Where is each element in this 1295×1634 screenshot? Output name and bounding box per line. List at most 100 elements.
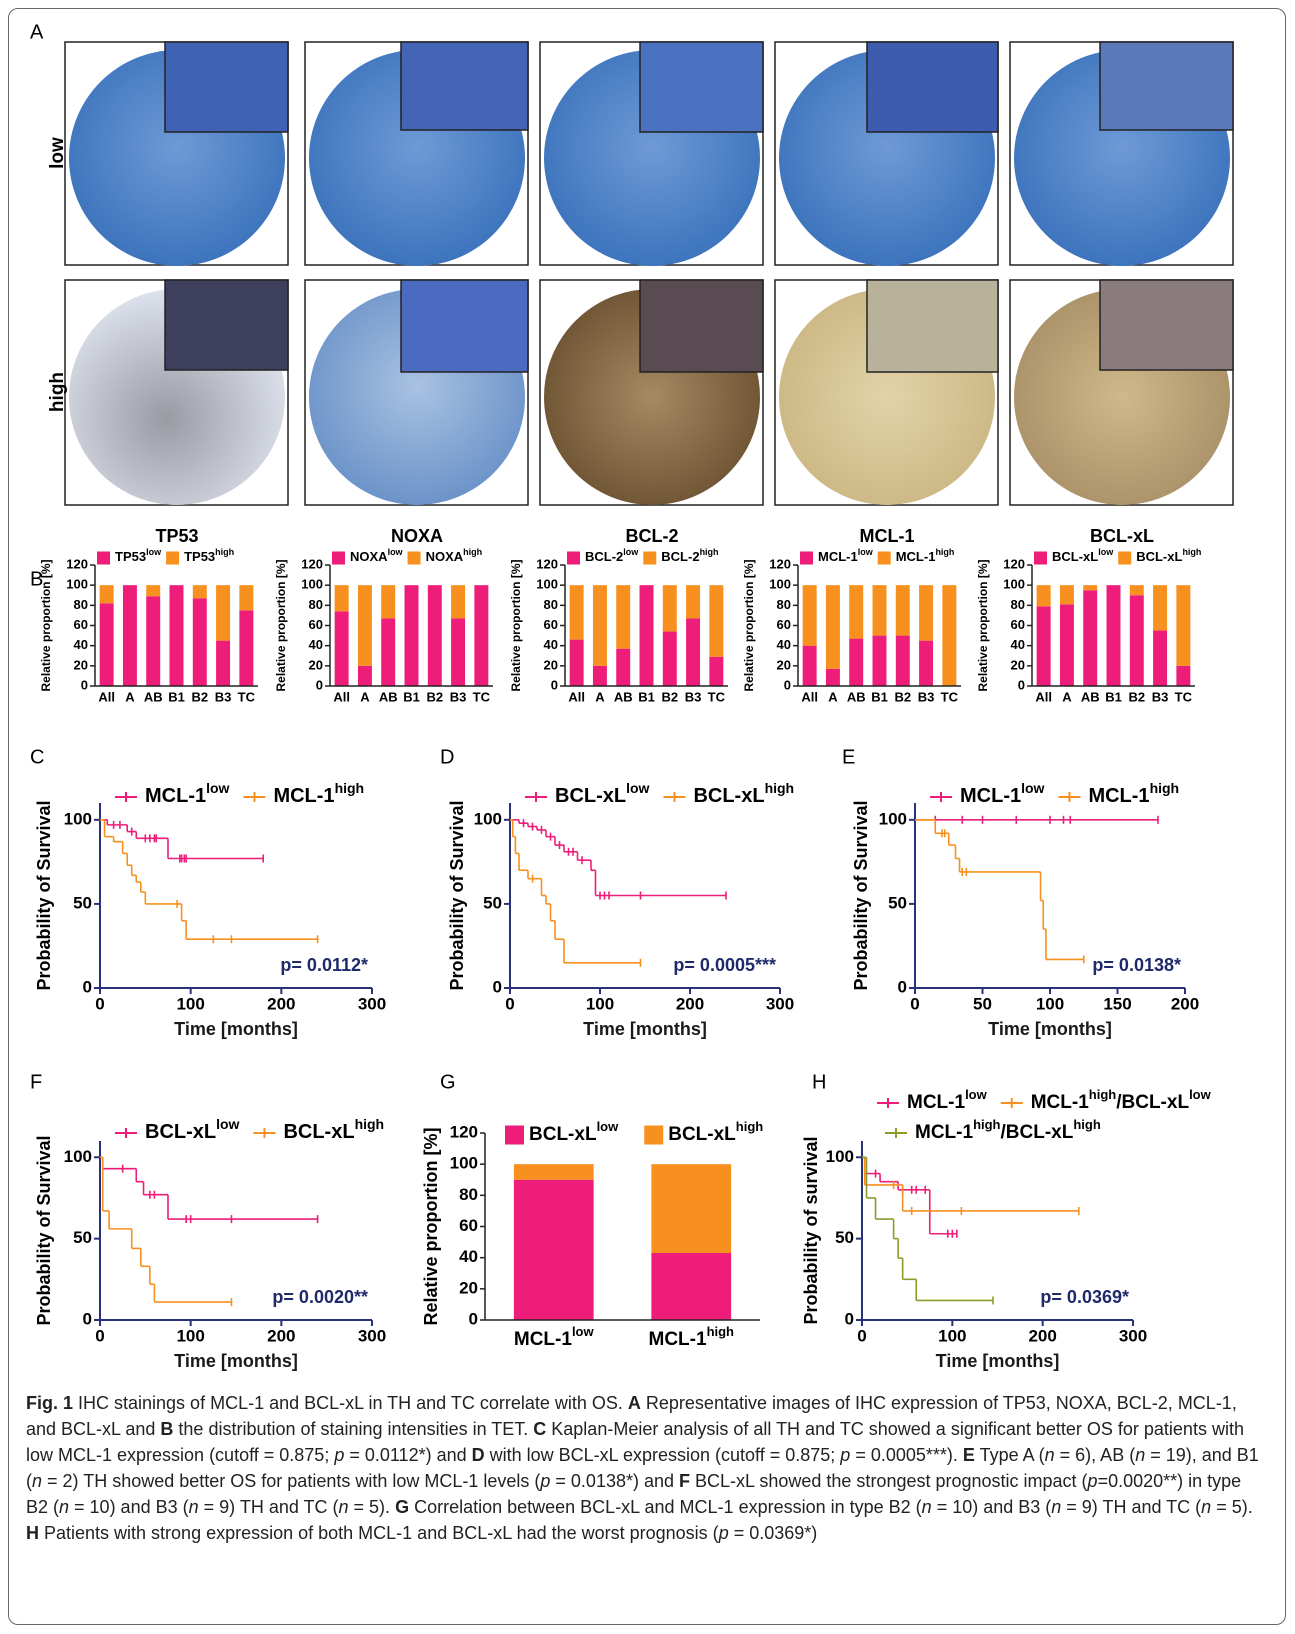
caption-run: = 9) TH and TC ( xyxy=(1061,1497,1202,1517)
caption-run: n xyxy=(59,1497,70,1517)
legend-label-part: NOXA xyxy=(350,549,388,564)
ihc-image xyxy=(539,279,764,506)
x-tick-label: TC xyxy=(941,689,959,704)
y-tick-label: 0 xyxy=(81,677,88,692)
caption-run: Representative images of IHC expression … xyxy=(26,1393,1237,1439)
x-tick-label: AB xyxy=(379,689,398,704)
y-tick-label: 120 xyxy=(536,556,558,571)
bar-segment xyxy=(895,635,910,686)
x-axis-label: Time [months] xyxy=(988,1019,1112,1039)
bar-segment xyxy=(1059,604,1074,686)
legend-label: MCL-1high xyxy=(273,780,364,808)
legend-swatch xyxy=(97,551,110,565)
bar-segment xyxy=(1129,595,1144,686)
bar-segment xyxy=(357,665,372,686)
x-tick-label: A xyxy=(1062,689,1072,704)
bar-segment xyxy=(1083,590,1098,686)
caption-run: n xyxy=(1051,1497,1062,1517)
bar-segment xyxy=(451,618,466,686)
legend-label: BCL-xLlow xyxy=(529,1119,619,1145)
y-tick-label: 100 xyxy=(450,1154,478,1173)
caption-run: A xyxy=(627,1393,641,1413)
y-tick-label: 100 xyxy=(769,577,791,592)
legend-label-part: low xyxy=(597,1119,620,1134)
legend-label-part: /BCL-xL xyxy=(1001,1122,1074,1143)
y-tick-label: 20 xyxy=(1011,657,1025,672)
caption-run: = 0.0112*) and xyxy=(344,1445,472,1465)
bar-segment xyxy=(1083,585,1098,591)
y-tick-label: 0 xyxy=(316,677,323,692)
caption-run: F xyxy=(679,1471,691,1491)
legend-label-part: high xyxy=(1150,780,1180,796)
bar-segment xyxy=(381,585,396,619)
legend-label-part: high xyxy=(1073,1117,1100,1132)
legend-label: BCL-xLhigh xyxy=(1136,547,1201,564)
x-tick-label: B3 xyxy=(215,689,232,704)
bar-segment xyxy=(513,1164,594,1180)
x-tick-label: 0 xyxy=(95,1326,104,1345)
legend-label-part: MCL-1 xyxy=(896,549,936,564)
bar-segment xyxy=(802,645,817,686)
caption-run: Correlation between BCL-xL and MCL-1 exp… xyxy=(409,1497,922,1517)
legend-label-part: BCL-2 xyxy=(661,549,699,564)
y-axis-label: Probability of Survival xyxy=(34,800,54,990)
y-tick-label: 0 xyxy=(784,677,791,692)
x-axis-label: Time [months] xyxy=(936,1351,1060,1371)
y-axis-label: Relative proportion [%] xyxy=(39,559,53,691)
annotation: p= 0.0138* xyxy=(1092,955,1181,975)
legend-label-part: BCL-xL xyxy=(693,785,764,807)
column-label: TP53 xyxy=(155,526,198,546)
y-axis-label: Probability of survival xyxy=(801,1136,821,1324)
panel-label: G xyxy=(440,1071,456,1093)
x-tick-label: 300 xyxy=(358,1326,386,1345)
y-axis-label: Probability of Survival xyxy=(447,800,467,990)
bar-segment xyxy=(239,610,254,686)
bar-segment xyxy=(919,585,934,641)
bar-segment xyxy=(1106,585,1121,686)
annotation: p= 0.0020** xyxy=(272,1287,368,1307)
x-tick-label: B3 xyxy=(1152,689,1169,704)
legend-label-part: BCL-xL xyxy=(529,1124,597,1145)
y-tick-label: 80 xyxy=(544,597,558,612)
bar-segment xyxy=(192,585,207,599)
x-tick-label: A xyxy=(360,689,370,704)
y-tick-label: 40 xyxy=(1011,637,1025,652)
legend-label-part: low xyxy=(216,1116,239,1132)
bar-segment xyxy=(1176,665,1191,686)
caption-run: n xyxy=(32,1471,43,1491)
legend-label-part: BCL-xL xyxy=(1052,549,1098,564)
bar-segment xyxy=(99,603,114,686)
legend-swatch xyxy=(1118,551,1132,565)
legend-label-part: low xyxy=(858,547,874,557)
legend-label-part: low xyxy=(1189,1087,1212,1102)
bar-segment xyxy=(895,585,910,636)
legend-label-part: low xyxy=(206,780,229,796)
bar-segment xyxy=(825,668,840,686)
x-tick-label: All xyxy=(1035,689,1052,704)
y-tick-label: 100 xyxy=(879,809,907,828)
legend-label-part: TP53 xyxy=(184,549,215,564)
caption-run: p xyxy=(334,1445,345,1465)
y-tick-label: 80 xyxy=(1011,597,1025,612)
legend-label-part: MCL-1 xyxy=(273,785,334,807)
column-label: BCL-2 xyxy=(626,526,679,546)
bar-segment xyxy=(427,585,442,686)
bar-segment xyxy=(662,631,677,686)
x-tick-label: 200 xyxy=(1171,994,1199,1013)
y-tick-label: 50 xyxy=(888,893,907,912)
x-tick-label: 100 xyxy=(938,1326,966,1345)
bar-segment xyxy=(146,596,161,686)
x-tick-label: A xyxy=(828,689,838,704)
x-tick-label: AB xyxy=(1081,689,1100,704)
x-tick-label: B1 xyxy=(638,689,655,704)
caption-run: = 6), AB ( xyxy=(1054,1445,1136,1465)
bar-segment xyxy=(686,618,701,686)
x-tick-label-part: MCL-1 xyxy=(649,1329,707,1350)
legend-swatch xyxy=(1034,551,1047,565)
y-tick-label: 60 xyxy=(309,617,323,632)
legend-label-part: low xyxy=(623,547,639,557)
x-tick-label-part: high xyxy=(707,1324,734,1339)
column-label: NOXA xyxy=(391,526,443,546)
